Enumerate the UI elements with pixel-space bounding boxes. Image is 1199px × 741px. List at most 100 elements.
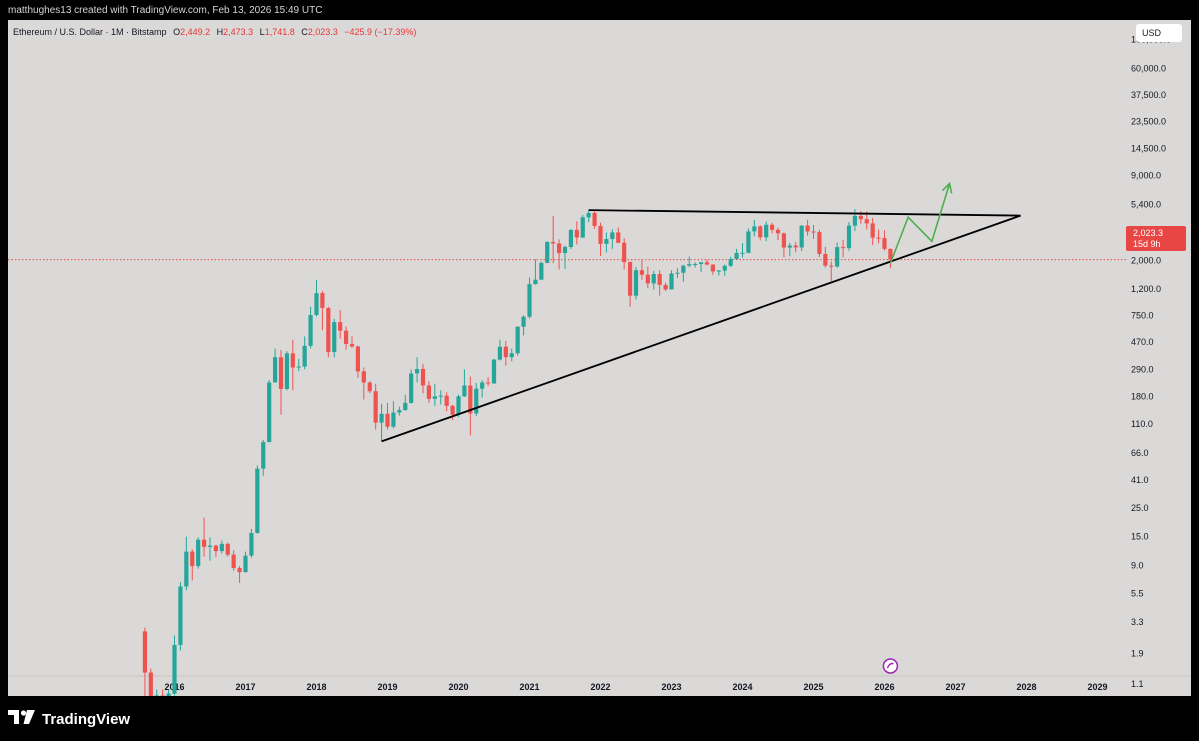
candle-body: [355, 346, 361, 372]
candle-body: [420, 369, 426, 386]
candle-body: [320, 293, 325, 309]
candle-body: [616, 232, 621, 243]
chart-caption: matthughes13 created with TradingView.co…: [8, 5, 323, 16]
candle-body: [758, 226, 763, 238]
event-marker-glyph: [886, 662, 894, 669]
x-tick-label: 2022: [590, 682, 610, 692]
y-tick-label: 14,500.0: [1131, 144, 1166, 154]
candle-body: [261, 442, 266, 469]
support-trendline: [381, 214, 1021, 443]
high-value: 2,473.3: [223, 27, 254, 37]
open-value: 2,449.2: [180, 27, 211, 37]
candle-body: [722, 265, 727, 271]
symbol-legend: Ethereum / U.S. Dollar · 1M · Bitstamp O…: [13, 27, 416, 37]
candle-body: [864, 219, 869, 224]
x-tick-label: 2026: [874, 682, 894, 692]
candle-body: [746, 231, 751, 253]
candle-body: [432, 396, 437, 399]
candle-body: [870, 223, 875, 238]
candle-body: [604, 239, 609, 244]
tradingview-brand[interactable]: TradingView: [8, 709, 130, 729]
candle-body: [314, 293, 319, 315]
candle-body: [284, 353, 290, 389]
candle-body: [196, 539, 201, 567]
candle-body: [693, 264, 698, 266]
x-tick-label: 2027: [945, 682, 965, 692]
candle-body: [409, 373, 414, 403]
candle-body: [793, 245, 798, 248]
candle-body: [829, 265, 834, 267]
candle-body: [740, 252, 745, 254]
candle-body: [326, 308, 331, 352]
candle-body: [657, 274, 662, 285]
low-value: 1,741.8: [264, 27, 295, 37]
candle-body: [213, 545, 219, 552]
candle-body: [521, 316, 526, 327]
candle-body: [527, 284, 532, 317]
candle-body: [160, 695, 165, 696]
candle-body: [296, 366, 301, 368]
candle-body: [249, 532, 254, 556]
x-tick-label: 2028: [1016, 682, 1036, 692]
x-tick-label: 2029: [1087, 682, 1107, 692]
last-price: 2,023.3: [1133, 228, 1164, 238]
y-tick-label: 750.0: [1131, 311, 1154, 321]
y-tick-label: 1,200.0: [1131, 284, 1161, 294]
symbol-name: Ethereum / U.S. Dollar · 1M · Bitstamp: [13, 27, 167, 37]
candle-body: [491, 359, 497, 384]
candle-body: [391, 412, 396, 427]
candle-body: [142, 631, 148, 673]
y-tick-label: 1.9: [1131, 648, 1144, 658]
candle-body: [361, 371, 366, 383]
projection-arrowhead: [941, 181, 953, 194]
y-tick-label: 3.3: [1131, 617, 1144, 627]
candle-body: [231, 554, 236, 569]
candle-body: [255, 468, 260, 533]
candle-body: [769, 224, 775, 230]
candle-body: [876, 237, 881, 239]
candle-body: [414, 369, 420, 374]
y-tick-label: 9,000.0: [1131, 170, 1161, 180]
y-tick-label: 470.0: [1131, 337, 1154, 347]
candle-body: [562, 246, 568, 254]
candle-body: [734, 252, 739, 259]
candle-body: [710, 264, 716, 272]
last-price-tag: 2,023.3 15d 9h: [1126, 226, 1186, 251]
open-label: O: [173, 27, 181, 37]
x-tick-label: 2021: [519, 682, 539, 692]
candle-body: [515, 326, 520, 354]
candle-body: [716, 270, 721, 272]
y-tick-label: 25.0: [1131, 503, 1149, 513]
candle-body: [882, 238, 887, 249]
close-value: 2,023.3: [307, 27, 338, 37]
close-label: C: [301, 27, 308, 37]
y-tick-label: 23,500.0: [1131, 116, 1166, 126]
candle-body: [343, 330, 349, 344]
x-tick-label: 2023: [661, 682, 681, 692]
candle-body: [681, 265, 686, 273]
candle-body: [308, 314, 313, 346]
candle-body: [480, 382, 485, 389]
x-tick-label: 2019: [377, 682, 397, 692]
candle-body: [645, 274, 650, 284]
currency-button[interactable]: USD: [1136, 24, 1182, 42]
x-tick-label: 2017: [235, 682, 255, 692]
candle-body: [485, 382, 491, 384]
candle-body: [474, 388, 479, 414]
change-value: −425.9 (−17.39%): [344, 27, 417, 37]
candle-body: [462, 385, 467, 397]
candle-body: [858, 215, 863, 220]
candle-body: [846, 225, 852, 249]
candle-body: [728, 258, 733, 266]
candlestick-chart[interactable]: 100,000.060,000.037,500.023,500.014,500.…: [8, 20, 1191, 696]
price-axis-area: [1126, 20, 1191, 696]
candle-body: [781, 233, 787, 248]
candle-body: [243, 555, 248, 573]
candle-body: [403, 402, 408, 411]
candle-body: [148, 672, 153, 696]
candle-body: [675, 272, 680, 274]
candle-body: [456, 396, 461, 415]
y-tick-label: 66.0: [1131, 448, 1149, 458]
candle-body: [184, 551, 189, 587]
y-tick-label: 41.0: [1131, 475, 1149, 485]
